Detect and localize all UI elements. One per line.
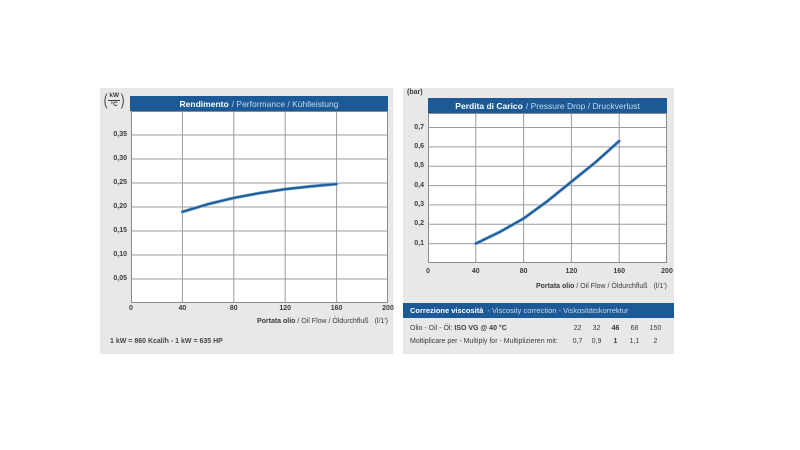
multiplier-value: 2	[653, 337, 658, 345]
title-secondary: / Performance / Kühlleistung	[231, 98, 339, 109]
oil-grade-value: 32	[592, 324, 601, 332]
y-tick-label: 0,7	[414, 123, 424, 131]
multiplier-values: 0,7 0,9 1 1,1 2	[568, 338, 667, 345]
performance-title-bar: Rendimento / Performance / Kühlleistung	[130, 96, 388, 111]
x-label-unit: (l/1')	[653, 283, 667, 290]
y-tick-label: 0,2	[414, 220, 424, 228]
pressure-drop-curve	[474, 140, 621, 245]
oil-grade-value: 46	[611, 324, 620, 332]
y-tick-label: 0,1	[414, 239, 424, 247]
oil-grade-value: 68	[630, 324, 639, 332]
x-label-unit: (l/1')	[374, 318, 388, 325]
oil-label-prefix: Olio - Oil - Öl:	[410, 324, 453, 332]
oil-grade-value: 22	[573, 324, 582, 332]
x-label-secondary: / Oil Flow / Öldurchfluß	[574, 283, 648, 290]
x-label-secondary: / Oil Flow / Öldurchfluß	[295, 318, 369, 325]
viscosity-correction-header: Correzione viscosità - Viscosity correct…	[403, 303, 674, 318]
oil-grade-values: 22 32 46 68 150	[568, 325, 667, 332]
y-tick-label: 0,05	[113, 275, 127, 282]
unit-denominator: °C	[110, 101, 118, 108]
x-tick-label: 120	[279, 305, 292, 312]
multiplier-row: Moltiplicare per - Multiply for - Multip…	[403, 335, 674, 347]
header-primary: Correzione viscosità	[410, 306, 484, 315]
y-tick-label: 0,20	[113, 203, 127, 210]
conversion-footnote: 1 kW = 860 Kcal/h - 1 kW = 635 HP	[110, 338, 223, 345]
pressure-drop-chart-panel: (bar) Perdita di Carico / Pressure Drop …	[403, 88, 674, 354]
x-label-primary: Portata olio	[535, 283, 575, 290]
y-tick-label: 0,5	[414, 162, 424, 170]
x-tick-label: 40	[471, 268, 480, 275]
pressure-drop-curve	[474, 139, 621, 246]
multiplier-value: 0,7	[572, 337, 583, 345]
x-tick-label: 160	[330, 305, 343, 312]
paren-open: (	[103, 91, 108, 109]
paren-close: )	[120, 91, 125, 109]
oil-grade-row: Olio - Oil - Öl: ISO VG @ 40 °C 22 32 46…	[403, 322, 674, 334]
unit-numerator: kW	[108, 92, 121, 101]
y-tick-label: 0,35	[113, 131, 127, 138]
y-axis-unit-kw-per-c: ( kW °C )	[103, 92, 125, 109]
x-tick-label: 80	[229, 305, 238, 312]
x-tick-label: 80	[519, 268, 528, 275]
pressure-drop-x-axis-label: Portata olio / Oil Flow / Öldurchfluß (l/…	[536, 282, 667, 291]
title-secondary: / Pressure Drop / Druckverlust	[525, 100, 640, 111]
multiplier-value: 1	[613, 337, 618, 345]
multiplier-label: Moltiplicare per - Multiply for - Multip…	[410, 337, 558, 345]
y-axis-unit-bar: (bar)	[407, 89, 423, 96]
y-tick-label: 0,25	[113, 179, 127, 186]
pressure-drop-plot-area	[428, 113, 667, 263]
x-tick-label: 200	[661, 268, 673, 275]
x-label-primary: Portata olio	[256, 318, 296, 325]
oil-grade-label: Olio - Oil - Öl: ISO VG @ 40 °C	[403, 325, 568, 332]
x-tick-label: 0	[129, 305, 133, 312]
y-tick-label: 0,15	[113, 227, 127, 234]
kw-per-c-fraction: kW °C	[108, 92, 121, 109]
performance-x-axis-label: Portata olio / Oil Flow / Öldurchfluß (l/…	[257, 317, 388, 326]
x-tick-label: 160	[613, 268, 626, 275]
oil-grade-value: 150	[649, 324, 662, 332]
cooling-performance-curve	[180, 182, 339, 214]
plot-border	[131, 111, 388, 303]
header-secondary: - Viscosity correction - Viskositätskorr…	[487, 306, 629, 315]
multiplier-value: 0,9	[591, 337, 602, 345]
performance-chart-panel: ( kW °C ) Rendimento / Performance / Küh…	[100, 88, 394, 354]
pressure-drop-title-bar: Perdita di Carico / Pressure Drop / Druc…	[428, 98, 667, 113]
cooling-performance-curve	[181, 183, 338, 213]
oil-label-bold: ISO VG @ 40 °C	[454, 324, 507, 332]
y-tick-label: 0,3	[414, 200, 424, 208]
y-tick-label: 0,10	[113, 251, 127, 258]
y-tick-label: 0,4	[414, 181, 424, 189]
x-tick-label: 0	[426, 268, 430, 275]
plot-border	[428, 113, 667, 263]
x-tick-label: 40	[178, 305, 187, 312]
multiplier-value: 1,1	[629, 337, 640, 345]
title-primary: Rendimento	[179, 98, 229, 109]
x-tick-label: 120	[565, 268, 578, 275]
y-tick-label: 0,6	[414, 142, 424, 150]
performance-plot-area	[131, 111, 388, 303]
y-tick-label: 0,30	[113, 155, 127, 162]
title-primary: Perdita di Carico	[455, 100, 523, 111]
x-tick-label: 200	[382, 305, 394, 312]
